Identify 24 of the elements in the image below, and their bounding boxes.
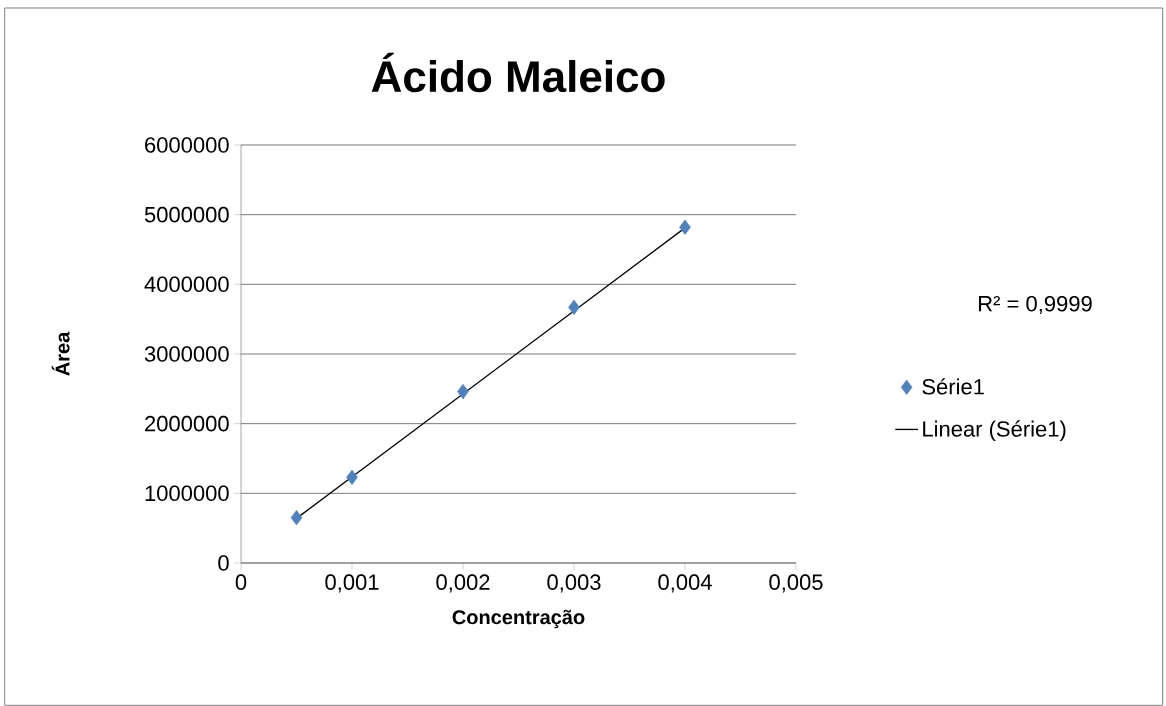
x-tick-label: 0,004 [658,574,712,593]
x-tick-label: 0,001 [325,574,379,593]
y-tick-label: 0 [218,555,229,571]
x-tick-label: 0 [235,574,247,590]
y-tick-label: 6000000 [145,137,229,153]
legend-label: Linear (Série1) [923,420,1066,442]
x-tick-label: 0,005 [769,574,823,593]
y-tick-label: 1000000 [145,485,229,502]
x-tick-label: 0,003 [547,574,601,593]
chart-title: Ácido Maleico [371,52,665,93]
point [568,299,580,315]
y-tick-label: 3000000 [144,346,229,362]
point [679,219,691,235]
x-axis-title: Concentração [452,609,585,629]
text: R² = 0,9999 [979,295,1092,315]
y-axis-title: Área [51,331,70,376]
y-tick-label: 2000000 [145,415,229,432]
x-tick-label: 0,002 [436,574,490,593]
point [346,469,358,485]
point [290,510,303,526]
y-tick-label: 5000000 [144,206,229,223]
point [457,384,469,400]
legend-label: Série1 [922,378,984,395]
y-tick-label: 4000000 [144,276,229,293]
